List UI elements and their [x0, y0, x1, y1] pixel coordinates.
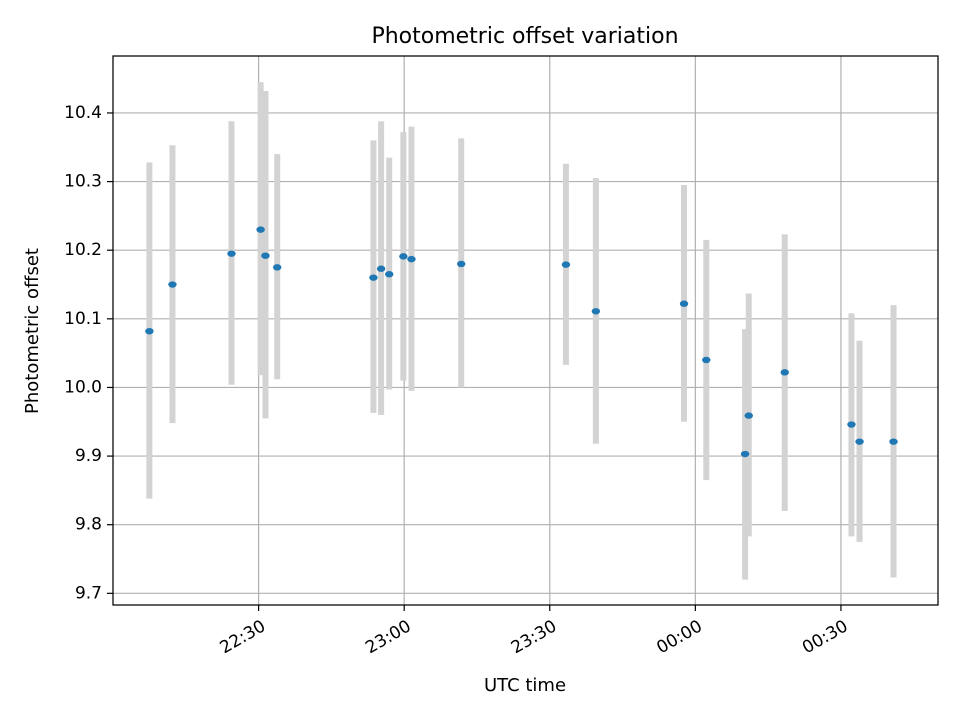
y-axis-ticks: 9.7 9.8 9.9 10.0 10.1 10.2 10.3 10.4 [64, 103, 113, 603]
chart-title: Photometric offset variation [371, 24, 678, 49]
data-point [780, 369, 789, 376]
data-point [679, 300, 689, 307]
y-tick-label: 9.7 [75, 583, 102, 603]
data-point [407, 255, 416, 263]
data-point [591, 308, 601, 315]
data-point [889, 438, 898, 445]
data-point [847, 421, 856, 428]
y-tick-label: 10.1 [64, 309, 102, 329]
y-tick-label: 9.9 [75, 446, 102, 466]
data-point [376, 265, 386, 272]
data-point [561, 261, 571, 268]
x-axis-label: UTC time [484, 675, 566, 696]
data-point [369, 274, 378, 281]
data-point [740, 450, 750, 458]
plot-frame [112, 55, 939, 606]
data-point [702, 356, 711, 364]
y-axis-label: Photometric offset [22, 248, 43, 414]
y-tick-label: 9.8 [75, 515, 102, 535]
data-point [168, 281, 177, 288]
y-tick-label: 10.3 [64, 172, 102, 192]
data-point [256, 226, 265, 233]
data-point [456, 260, 466, 268]
grid [113, 56, 938, 605]
data-point [261, 252, 270, 259]
data-points [145, 226, 898, 458]
y-tick-label: 10.2 [64, 240, 102, 260]
y-tick-label: 10.0 [64, 377, 102, 397]
data-point [227, 250, 236, 257]
data-point [272, 264, 282, 271]
data-point [385, 271, 394, 278]
data-point [855, 438, 864, 445]
data-point [145, 327, 154, 335]
data-point [744, 412, 753, 419]
data-point [399, 253, 408, 260]
y-tick-label: 10.4 [64, 103, 102, 123]
